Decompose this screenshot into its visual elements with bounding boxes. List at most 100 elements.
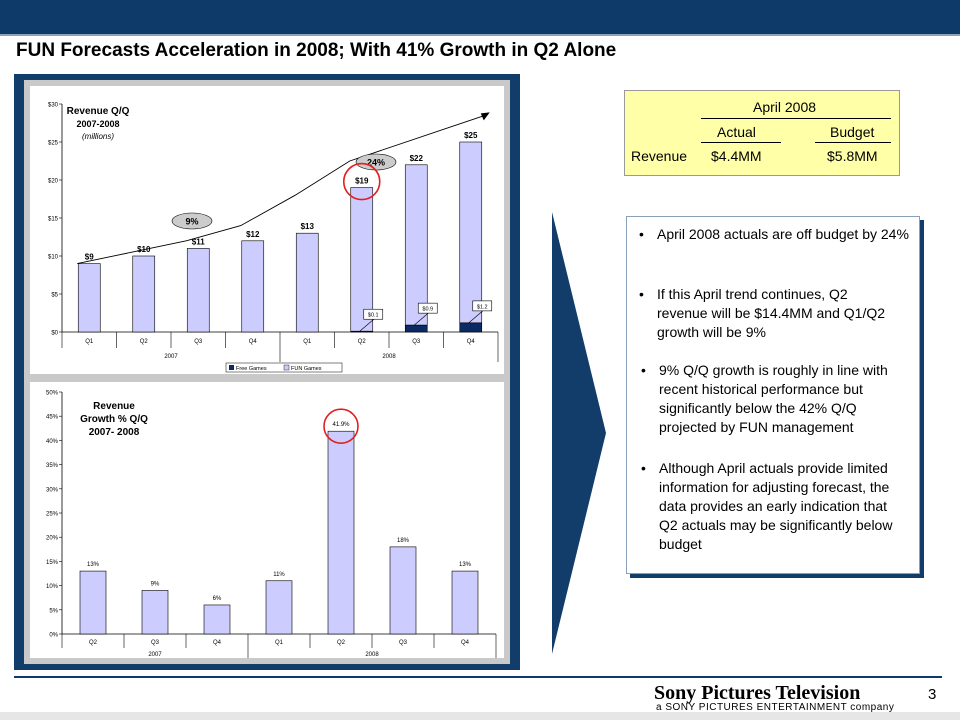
free-games-callout-line [359,319,374,332]
growth-bar [203,604,231,635]
budget-header: April 2008 [753,99,817,115]
charts-frame: $0 $5 $10 $15 $20 $25 $30 $9 Q1 $10 Q2 $11 Q3 $12 Q4 $1… [14,74,520,670]
growth-value-label: 13% [87,562,100,568]
findings-box: • April 2008 actuals are off budget by 2… [626,216,920,574]
growth-bar [389,546,417,635]
company-logo: Sony Pictures Television [654,682,861,704]
bullet-dot-icon: • [641,460,646,476]
actual-underline [701,142,781,143]
revenue-row-label: Revenue [631,148,688,164]
x-tick-label: Q1 [303,339,312,345]
slide-title: FUN Forecasts Acceleration in 2008; With… [16,40,617,61]
growth-value-label: 9% [151,581,160,587]
budget-value: $5.8MM [827,148,878,164]
y-tick-label: 45% [46,415,59,421]
growth-value-label: 18% [397,538,410,544]
total-value-label: $22 [410,154,424,163]
highlight-circle [342,162,381,201]
total-value-label: $19 [355,177,369,186]
x-tick-label: Q3 [151,640,160,646]
growth-value-label: 41.9% [332,422,350,428]
header-underline [701,118,891,119]
page-number: 3 [928,686,937,703]
chart-subtitle: 2007- 2008 [89,427,140,438]
free-games-value-label: $0.9 [422,307,433,313]
total-value-label: $13 [301,222,315,231]
growth-bar [451,570,479,635]
y-tick-label: $0 [51,331,58,337]
y-tick-label: $15 [48,217,59,223]
footer-rule [14,676,942,678]
chart-title: Growth % Q/Q [80,414,148,425]
x-tick-label: Q4 [249,339,258,345]
free-games-bar [459,322,483,333]
y-tick-label: $25 [48,141,59,147]
y-tick-label: 40% [46,439,59,445]
y-tick-label: $5 [51,293,58,299]
chart-unit-note: (millions) [82,132,114,141]
bullet-dot-icon: • [641,362,646,378]
growth-bar [79,570,107,635]
fun-games-bar [186,248,210,333]
bullet-item-2: • If this April trend continues, Q2 reve… [639,286,886,340]
growth-bar [141,590,169,635]
free-games-callout-line [414,312,429,326]
total-value-label: $11 [192,237,205,246]
growth-bar [265,580,293,635]
growth-callout-label: 9% [185,217,198,227]
free-games-callout-box [417,302,438,314]
fun-games-bar [404,164,428,326]
growth-value-label: 11% [273,572,285,578]
x-tick-label: Q3 [399,640,408,646]
legend-swatch-fun-games [283,364,290,371]
y-tick-label: 30% [46,487,59,493]
year-group-label: 2008 [382,354,396,360]
free-games-callout-box [363,308,384,320]
bottom-strip [0,712,960,720]
fun-games-bar [241,240,265,333]
total-value-label: $12 [246,230,260,239]
legend-label-free-games: Free Games [236,366,267,372]
y-tick-label: 0% [49,633,58,639]
year-group-label: 2007 [164,354,178,360]
x-tick-label: Q4 [213,640,222,646]
total-value-label: $9 [85,253,94,262]
x-tick-label: Q2 [140,339,149,345]
fun-games-bar [295,232,319,333]
growth-value-label: 6% [213,596,222,602]
y-tick-label: $10 [48,255,59,261]
year-group-label: 2007 [148,652,162,658]
x-tick-label: Q1 [275,640,284,646]
actual-value: $4.4MM [711,148,762,164]
free-games-value-label: $1.2 [477,304,488,310]
legend-swatch-free-games [229,365,234,370]
free-games-bar [404,324,428,333]
y-tick-label: 50% [46,391,59,397]
bullet-item-4: • Although April actuals provide limited… [641,460,893,552]
x-tick-label: Q2 [89,640,98,646]
budget-underline [815,142,891,143]
budget-col-header: Budget [830,124,875,140]
chart-title: Revenue [93,401,135,412]
bullet-item-3: • 9% Q/Q growth is roughly in line with … [641,362,888,435]
trend-line [77,114,485,265]
revenue-chart: $0$5$10$15$20$25$30$9Q1$10Q2$11Q3$12Q4$1… [48,103,499,373]
growth-bar [327,430,355,635]
top-banner [0,0,960,36]
growth-chart-panel: 0% 5% 10% 15% 20% 25% 30% 35% 40% 45% 50% 13% Q2 9% Q3… [30,382,504,658]
y-tick-label: 20% [46,536,59,542]
chevron-right-arrow-icon [552,212,606,654]
bullet-dot-icon: • [639,226,644,242]
total-value-label: $25 [464,131,478,140]
year-group-label: 2008 [365,652,379,658]
revenue-chart-panel: $0 $5 $10 $15 $20 $25 $30 $9 Q1 $10 Q2 $11 Q3 $12 Q4 $1… [30,86,504,374]
bullet-item-1: • April 2008 actuals are off budget by 2… [639,226,909,242]
chart-title: Revenue Q/Q [67,106,130,117]
growth-value-label: 13% [459,562,472,568]
y-tick-label: $20 [48,179,59,185]
y-tick-label: 25% [46,512,59,518]
chart-subtitle: 2007-2008 [76,119,119,129]
highlight-circle [323,408,359,445]
trend-arrowhead [480,112,490,121]
fun-games-bar [77,263,101,333]
